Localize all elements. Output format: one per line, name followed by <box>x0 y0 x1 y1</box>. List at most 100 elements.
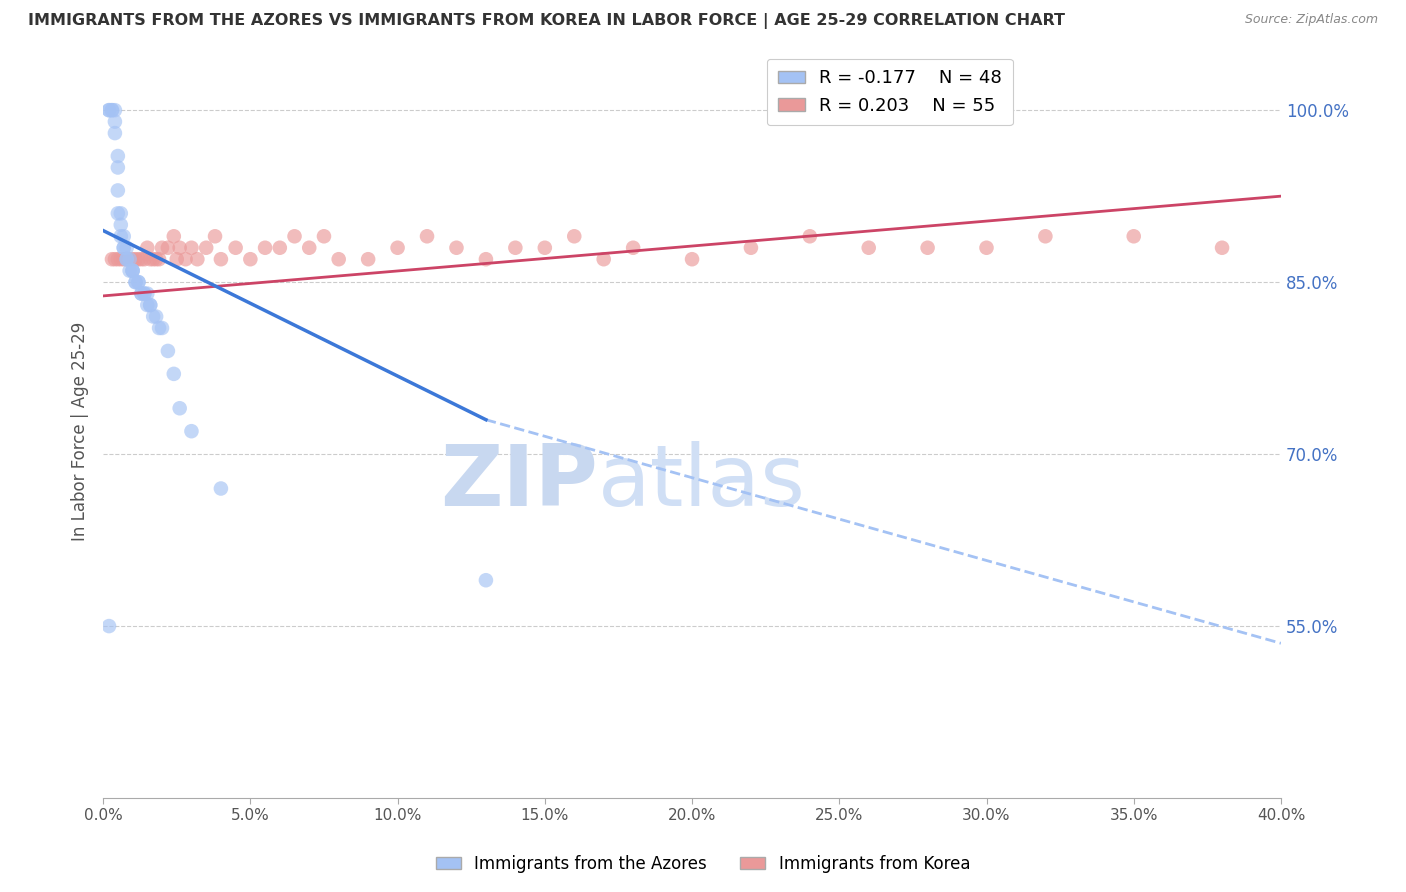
Text: ZIP: ZIP <box>440 441 598 524</box>
Point <box>298 241 321 255</box>
Point <box>169 401 191 416</box>
Point <box>740 241 762 255</box>
Point <box>98 619 121 633</box>
Point <box>110 206 132 220</box>
Point <box>139 298 162 312</box>
Point <box>112 241 135 255</box>
Point <box>104 126 127 140</box>
Point <box>1211 241 1233 255</box>
Point <box>134 286 156 301</box>
Point <box>156 343 179 358</box>
Legend: Immigrants from the Azores, Immigrants from Korea: Immigrants from the Azores, Immigrants f… <box>429 848 977 880</box>
Point <box>1035 229 1057 244</box>
Point <box>101 103 124 118</box>
Point <box>1122 229 1144 244</box>
Point <box>136 286 159 301</box>
Point <box>118 252 141 267</box>
Point <box>209 252 232 267</box>
Point <box>127 275 149 289</box>
Point <box>121 263 143 277</box>
Point <box>505 241 527 255</box>
Point <box>142 310 165 324</box>
Point <box>186 252 208 267</box>
Point <box>134 252 156 267</box>
Point <box>416 229 439 244</box>
Point <box>148 252 170 267</box>
Point <box>110 218 132 232</box>
Point <box>124 252 146 267</box>
Point <box>145 252 167 267</box>
Point <box>127 275 149 289</box>
Point <box>180 424 202 438</box>
Point <box>681 252 703 267</box>
Point <box>148 321 170 335</box>
Point <box>131 286 153 301</box>
Point <box>150 321 173 335</box>
Point <box>115 252 138 267</box>
Point <box>107 206 129 220</box>
Point <box>107 149 129 163</box>
Point <box>195 241 218 255</box>
Point <box>110 252 132 267</box>
Point <box>124 275 146 289</box>
Text: IMMIGRANTS FROM THE AZORES VS IMMIGRANTS FROM KOREA IN LABOR FORCE | AGE 25-29 C: IMMIGRANTS FROM THE AZORES VS IMMIGRANTS… <box>28 13 1066 29</box>
Point <box>127 252 149 267</box>
Point <box>115 252 138 267</box>
Point <box>131 252 153 267</box>
Point <box>976 241 998 255</box>
Point <box>180 241 202 255</box>
Point <box>107 161 129 175</box>
Point <box>136 241 159 255</box>
Point <box>121 252 143 267</box>
Point <box>312 229 335 244</box>
Point <box>269 241 291 255</box>
Point <box>131 286 153 301</box>
Point <box>799 229 821 244</box>
Point <box>136 298 159 312</box>
Point <box>107 252 129 267</box>
Point <box>621 241 644 255</box>
Point <box>163 229 186 244</box>
Point <box>475 573 498 587</box>
Point <box>592 252 614 267</box>
Point <box>209 482 232 496</box>
Point <box>239 252 262 267</box>
Point <box>328 252 350 267</box>
Point <box>475 252 498 267</box>
Legend: R = -0.177    N = 48, R = 0.203    N = 55: R = -0.177 N = 48, R = 0.203 N = 55 <box>766 59 1012 126</box>
Point <box>107 183 129 197</box>
Point <box>533 241 555 255</box>
Point <box>254 241 277 255</box>
Point <box>115 241 138 255</box>
Point <box>169 241 191 255</box>
Point <box>118 252 141 267</box>
Point <box>112 229 135 244</box>
Point <box>917 241 939 255</box>
Point <box>163 367 186 381</box>
Point <box>98 103 121 118</box>
Point <box>121 263 143 277</box>
Point <box>174 252 197 267</box>
Point <box>139 298 162 312</box>
Point <box>110 229 132 244</box>
Point <box>156 241 179 255</box>
Point <box>283 229 305 244</box>
Point <box>134 286 156 301</box>
Point <box>446 241 468 255</box>
Point <box>115 252 138 267</box>
Point <box>145 310 167 324</box>
Point <box>166 252 188 267</box>
Point <box>118 263 141 277</box>
Point <box>112 241 135 255</box>
Point <box>104 103 127 118</box>
Point <box>124 275 146 289</box>
Point <box>225 241 247 255</box>
Y-axis label: In Labor Force | Age 25-29: In Labor Force | Age 25-29 <box>72 321 89 541</box>
Point <box>104 114 127 128</box>
Point <box>204 229 226 244</box>
Point <box>357 252 380 267</box>
Point <box>101 103 124 118</box>
Point <box>150 241 173 255</box>
Point <box>98 103 121 118</box>
Point <box>112 252 135 267</box>
